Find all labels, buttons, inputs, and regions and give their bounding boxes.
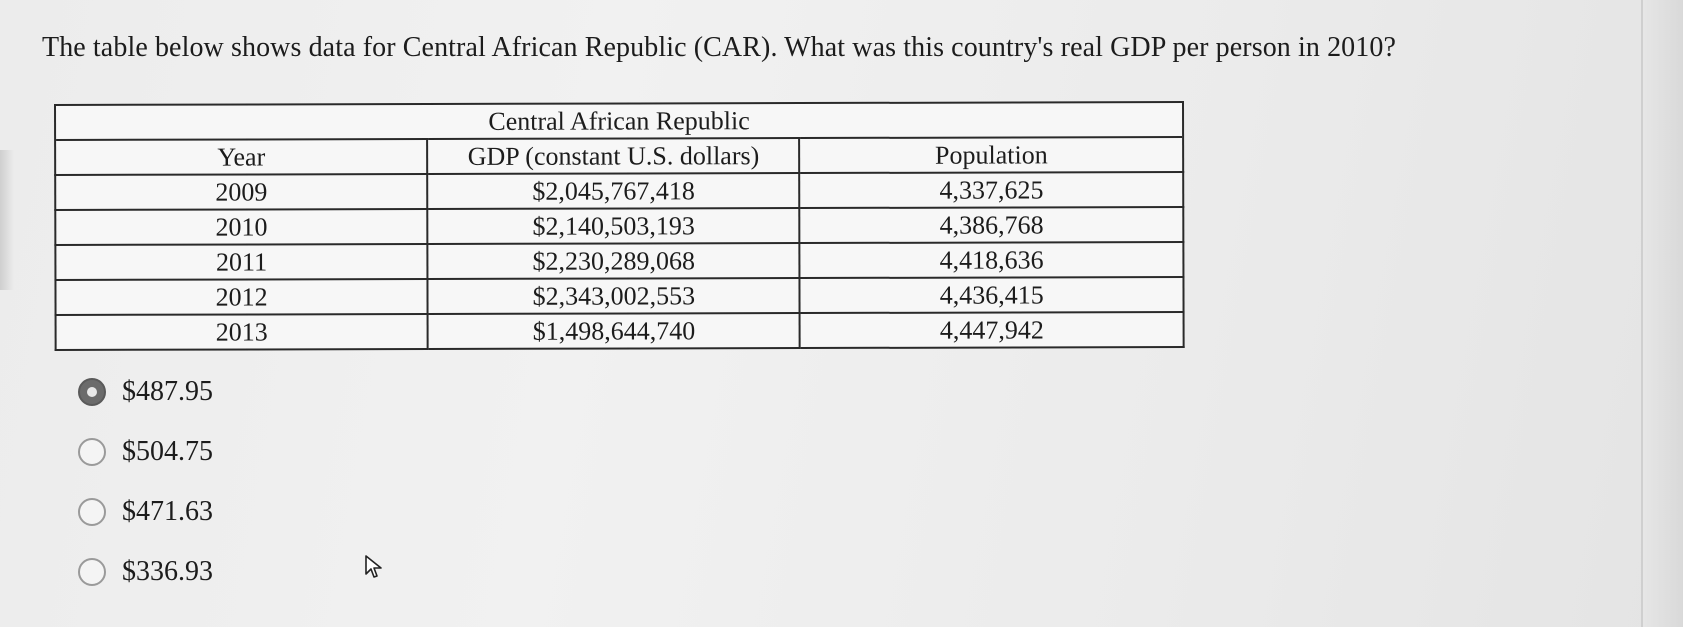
mouse-pointer-icon [365, 555, 382, 578]
data-table-container: Central African Republic Year GDP (const… [54, 101, 1185, 351]
cell-population: 4,447,942 [800, 312, 1184, 349]
cell-year: 2010 [55, 209, 428, 245]
table-row: 2011 $2,230,289,068 4,418,636 [55, 242, 1184, 280]
table-caption: Central African Republic [55, 102, 1184, 140]
answer-option-4[interactable]: $336.93 [78, 542, 213, 602]
cell-year: 2013 [55, 314, 428, 350]
right-page-edge [1641, 0, 1683, 627]
header-year: Year [55, 139, 428, 175]
table-row: 2009 $2,045,767,418 4,337,625 [55, 172, 1184, 210]
radio-button-icon[interactable] [78, 378, 106, 406]
table-caption-row: Central African Republic [55, 102, 1184, 140]
table-row: 2012 $2,343,002,553 4,436,415 [55, 277, 1184, 315]
cell-gdp: $2,140,503,193 [427, 208, 800, 245]
cell-gdp: $2,230,289,068 [427, 243, 800, 280]
question-text: The table below shows data for Central A… [42, 32, 1396, 63]
cell-population: 4,436,415 [799, 277, 1184, 314]
cell-gdp: $2,045,767,418 [427, 173, 800, 210]
left-page-edge [0, 150, 14, 290]
radio-button-icon[interactable] [78, 438, 106, 466]
car-data-table: Central African Republic Year GDP (const… [54, 101, 1185, 351]
cell-gdp: $1,498,644,740 [427, 313, 801, 350]
answer-options: $487.95 $504.75 $471.63 $336.93 [78, 362, 213, 602]
cell-population: 4,337,625 [799, 172, 1184, 209]
answer-option-label: $336.93 [122, 556, 213, 587]
answer-option-label: $487.95 [122, 376, 213, 407]
cell-population: 4,418,636 [799, 242, 1184, 279]
cell-year: 2011 [55, 244, 428, 280]
cell-year: 2012 [55, 279, 428, 315]
header-population: Population [799, 137, 1184, 174]
table-header-row: Year GDP (constant U.S. dollars) Populat… [55, 137, 1184, 175]
answer-option-label: $504.75 [122, 436, 213, 467]
answer-option-2[interactable]: $504.75 [78, 422, 213, 482]
cell-gdp: $2,343,002,553 [427, 278, 801, 315]
radio-button-icon[interactable] [78, 558, 106, 586]
table-row: 2013 $1,498,644,740 4,447,942 [55, 312, 1184, 350]
radio-button-icon[interactable] [78, 498, 106, 526]
table-row: 2010 $2,140,503,193 4,386,768 [55, 207, 1184, 245]
header-gdp: GDP (constant U.S. dollars) [427, 138, 800, 175]
answer-option-3[interactable]: $471.63 [78, 482, 213, 542]
cell-population: 4,386,768 [799, 207, 1184, 244]
answer-option-label: $471.63 [122, 496, 213, 527]
cell-year: 2009 [55, 174, 428, 210]
answer-option-1[interactable]: $487.95 [78, 362, 213, 422]
